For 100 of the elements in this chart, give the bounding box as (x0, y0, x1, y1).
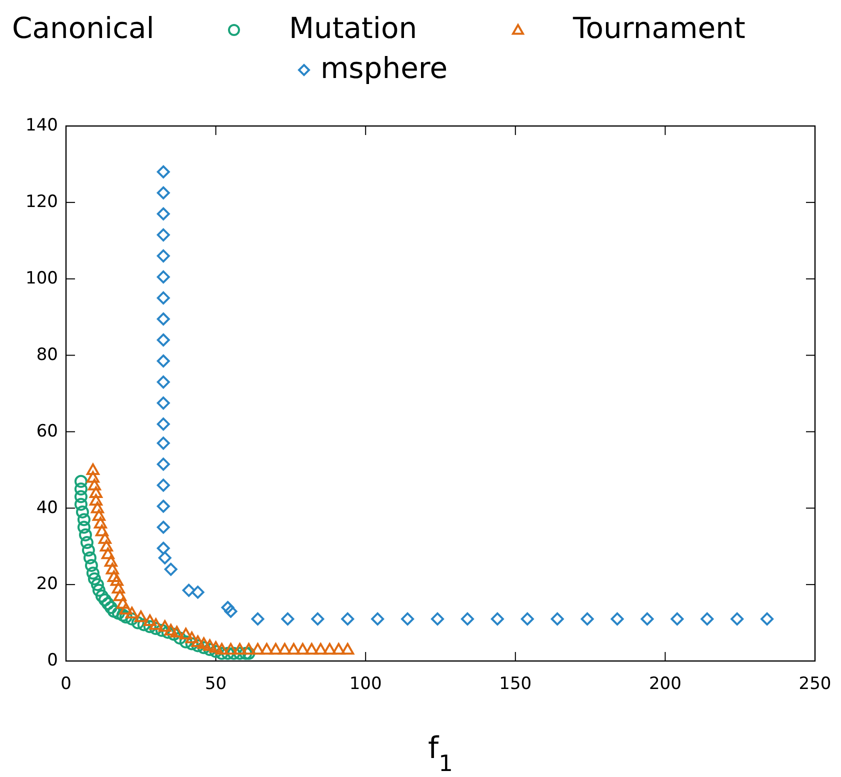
point (143, 614, 156, 626)
x-tick-label: 250 (798, 674, 832, 694)
point (110, 574, 124, 586)
legend-label: Mutation (289, 10, 418, 45)
point (98, 532, 112, 544)
point (730, 612, 744, 626)
point (82, 544, 95, 557)
point (700, 612, 714, 626)
point (88, 572, 101, 586)
point (260, 643, 274, 655)
point (281, 612, 294, 626)
y-tick-label: 40 (36, 498, 58, 518)
point (80, 536, 94, 550)
point (156, 478, 170, 492)
point (113, 590, 126, 602)
point (156, 436, 170, 450)
x-tick-label: 100 (349, 674, 382, 694)
point (164, 562, 178, 576)
point (251, 643, 264, 655)
point (107, 570, 120, 582)
point (89, 494, 102, 506)
point (431, 612, 444, 626)
point (156, 312, 170, 326)
point (156, 354, 170, 368)
point (90, 502, 104, 514)
point (173, 632, 186, 645)
point (77, 520, 90, 534)
point (215, 643, 228, 655)
y-tick-label: 140 (26, 116, 58, 136)
point (156, 500, 170, 513)
point (311, 612, 324, 626)
point (224, 604, 238, 618)
point (269, 643, 282, 655)
point (401, 612, 414, 626)
point (287, 643, 300, 655)
point (197, 637, 210, 649)
point (101, 597, 114, 610)
point (86, 471, 100, 483)
point (580, 612, 594, 626)
point (149, 618, 162, 630)
point (156, 334, 170, 346)
point (156, 396, 170, 410)
y-tick-label: 60 (36, 421, 58, 442)
point (143, 620, 156, 634)
point (156, 249, 170, 262)
point (119, 602, 132, 615)
point (74, 474, 88, 488)
point (490, 612, 504, 626)
point (760, 612, 774, 626)
point (221, 646, 234, 660)
y-tick-label: 100 (26, 268, 58, 289)
point (100, 540, 113, 552)
point (520, 612, 534, 626)
point (76, 505, 89, 518)
point (125, 606, 138, 618)
legend-label: msphere (320, 50, 448, 85)
point (224, 643, 238, 655)
point (185, 632, 198, 644)
point (156, 291, 170, 304)
point (156, 270, 170, 284)
point (88, 478, 101, 490)
point (156, 186, 170, 200)
point (104, 601, 118, 614)
point (182, 584, 196, 597)
x-tick-label: 0 (60, 674, 72, 694)
point (305, 643, 318, 655)
point (86, 463, 100, 476)
point (156, 165, 170, 178)
point (170, 626, 184, 638)
point (227, 646, 240, 660)
point (158, 551, 172, 564)
y-tick-label: 80 (36, 344, 58, 365)
point (94, 516, 107, 529)
point (278, 643, 292, 655)
point (296, 643, 310, 655)
y-tick-label: 0 (47, 650, 58, 671)
point (239, 646, 252, 660)
point (314, 643, 328, 655)
point (158, 620, 172, 632)
point (101, 548, 114, 560)
point (156, 458, 170, 471)
y-tick-label: 20 (36, 574, 58, 594)
point (610, 612, 624, 626)
point (156, 520, 170, 534)
point (341, 643, 354, 655)
x-tick-label: 150 (499, 674, 532, 694)
point (332, 643, 346, 655)
point (209, 641, 222, 653)
point (74, 490, 88, 504)
point (112, 582, 125, 594)
point (233, 643, 246, 655)
point (323, 643, 336, 655)
point (371, 612, 384, 626)
x-tick-label: 50 (204, 674, 227, 694)
point (179, 635, 192, 648)
point (251, 612, 264, 626)
point (156, 376, 170, 389)
point (179, 628, 192, 640)
legend-label: Tournament (572, 10, 746, 45)
point (131, 616, 144, 630)
